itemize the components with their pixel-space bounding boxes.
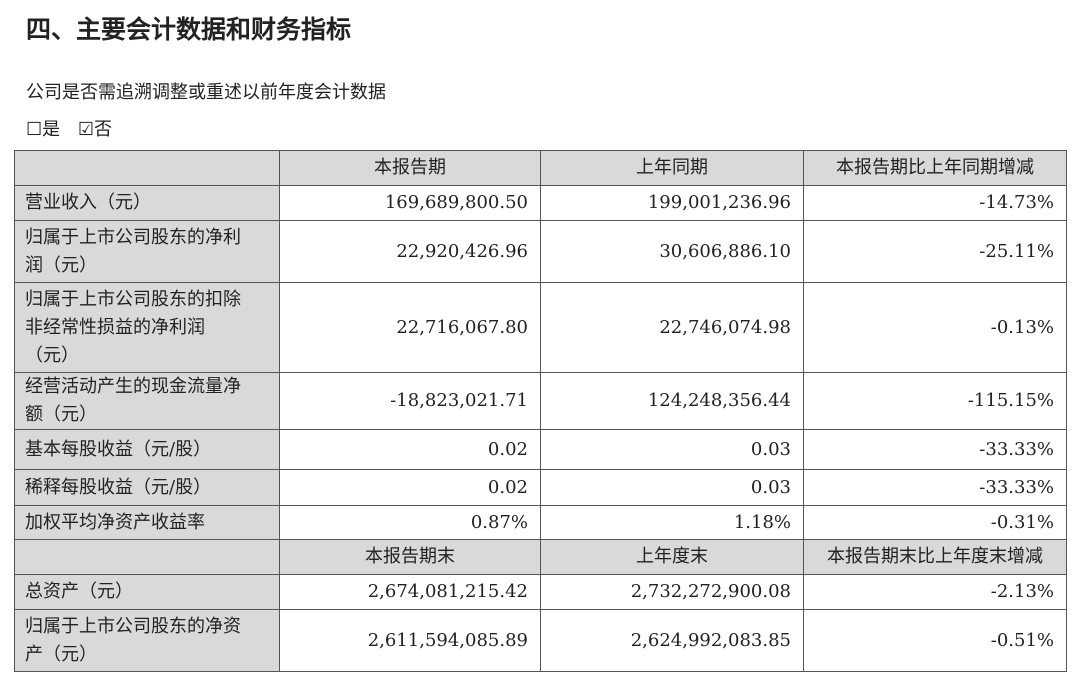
row-label: 加权平均净资产收益率 [14, 505, 280, 540]
column-header [14, 539, 280, 575]
table-header-row: 本报告期末 上年度末 本报告期末比上年度末增减 [14, 539, 1067, 575]
table-row: 经营活动产生的现金流量净 额（元） -18,823,021.71 124,248,3… [14, 372, 1067, 430]
value-cell: -14.73% [803, 185, 1067, 221]
table-row: 加权平均净资产收益率 0.87% 1.18% -0.31% [14, 505, 1067, 540]
value-cell: 2,611,594,085.89 [279, 609, 541, 672]
value-cell: 124,248,356.44 [540, 372, 804, 430]
table-row: 营业收入（元） 169,689,800.50 199,001,236.96 -14.7… [14, 185, 1067, 221]
value-cell: 22,716,067.80 [279, 282, 541, 373]
value-cell: 169,689,800.50 [279, 185, 541, 221]
value-cell: -33.33% [803, 429, 1067, 470]
column-header: 上年度末 [540, 539, 804, 575]
option-no[interactable]: ☑否 [77, 119, 113, 140]
financial-indicators-table: 本报告期 上年同期 本报告期比上年同期增减 营业收入（元） 169,689,800.50… [14, 150, 1067, 672]
value-cell: -2.13% [803, 574, 1067, 610]
value-cell: 0.87% [279, 505, 541, 540]
value-cell: -0.13% [803, 282, 1067, 373]
value-cell: -0.51% [803, 609, 1067, 672]
checkbox-unchecked-icon[interactable]: ☐ [26, 119, 43, 140]
value-cell: 1.18% [540, 505, 804, 540]
column-header: 本报告期比上年同期增减 [803, 150, 1067, 186]
table-row: 归属于上市公司股东的扣除 非经常性损益的净利润 （元） 22,716,067.80… [14, 282, 1067, 373]
row-label: 经营活动产生的现金流量净 额（元） [14, 372, 280, 430]
value-cell: -25.11% [803, 220, 1067, 283]
row-label: 总资产（元） [14, 574, 280, 610]
value-cell: 0.03 [540, 429, 804, 470]
row-label: 归属于上市公司股东的净资 产（元） [14, 609, 280, 672]
value-cell: 22,920,426.96 [279, 220, 541, 283]
value-cell: 0.03 [540, 469, 804, 506]
value-cell: 0.02 [279, 469, 541, 506]
value-cell: 0.02 [279, 429, 541, 470]
table-header-row: 本报告期 上年同期 本报告期比上年同期增减 [14, 150, 1067, 186]
value-cell: 2,732,272,900.08 [540, 574, 804, 610]
value-cell: 30,606,886.10 [540, 220, 804, 283]
value-cell: -18,823,021.71 [279, 372, 541, 430]
row-label: 稀释每股收益（元/股） [14, 469, 280, 506]
row-label: 营业收入（元） [14, 185, 280, 221]
column-header: 本报告期末 [279, 539, 541, 575]
value-cell: 2,624,992,083.85 [540, 609, 804, 672]
table-row: 归属于上市公司股东的净利 润（元） 22,920,426.96 30,606,886… [14, 220, 1067, 283]
section-title: 四、主要会计数据和财务指标 [26, 15, 352, 44]
column-header: 上年同期 [540, 150, 804, 186]
checkbox-checked-icon[interactable]: ☑ [77, 119, 95, 140]
row-label: 基本每股收益（元/股） [14, 429, 280, 470]
table-row: 归属于上市公司股东的净资 产（元） 2,611,594,085.89 2,624,9… [14, 609, 1067, 672]
table-row: 基本每股收益（元/股） 0.02 0.03 -33.33% [14, 429, 1067, 470]
option-yes[interactable]: ☐是 [26, 119, 61, 140]
restatement-options: ☐是 ☑否 [26, 115, 124, 141]
column-header [14, 150, 280, 186]
column-header: 本报告期末比上年度末增减 [803, 539, 1067, 575]
value-cell: 22,746,074.98 [540, 282, 804, 373]
table-row: 稀释每股收益（元/股） 0.02 0.03 -33.33% [14, 469, 1067, 506]
value-cell: -0.31% [803, 505, 1067, 540]
restatement-question: 公司是否需追溯调整或重述以前年度会计数据 [26, 82, 386, 103]
value-cell: -115.15% [803, 372, 1067, 430]
value-cell: -33.33% [803, 469, 1067, 506]
value-cell: 199,001,236.96 [540, 185, 804, 221]
column-header: 本报告期 [279, 150, 541, 186]
row-label: 归属于上市公司股东的扣除 非经常性损益的净利润 （元） [14, 282, 280, 373]
value-cell: 2,674,081,215.42 [279, 574, 541, 610]
row-label: 归属于上市公司股东的净利 润（元） [14, 220, 280, 283]
table-row: 总资产（元） 2,674,081,215.42 2,732,272,900.08 -2… [14, 574, 1067, 610]
